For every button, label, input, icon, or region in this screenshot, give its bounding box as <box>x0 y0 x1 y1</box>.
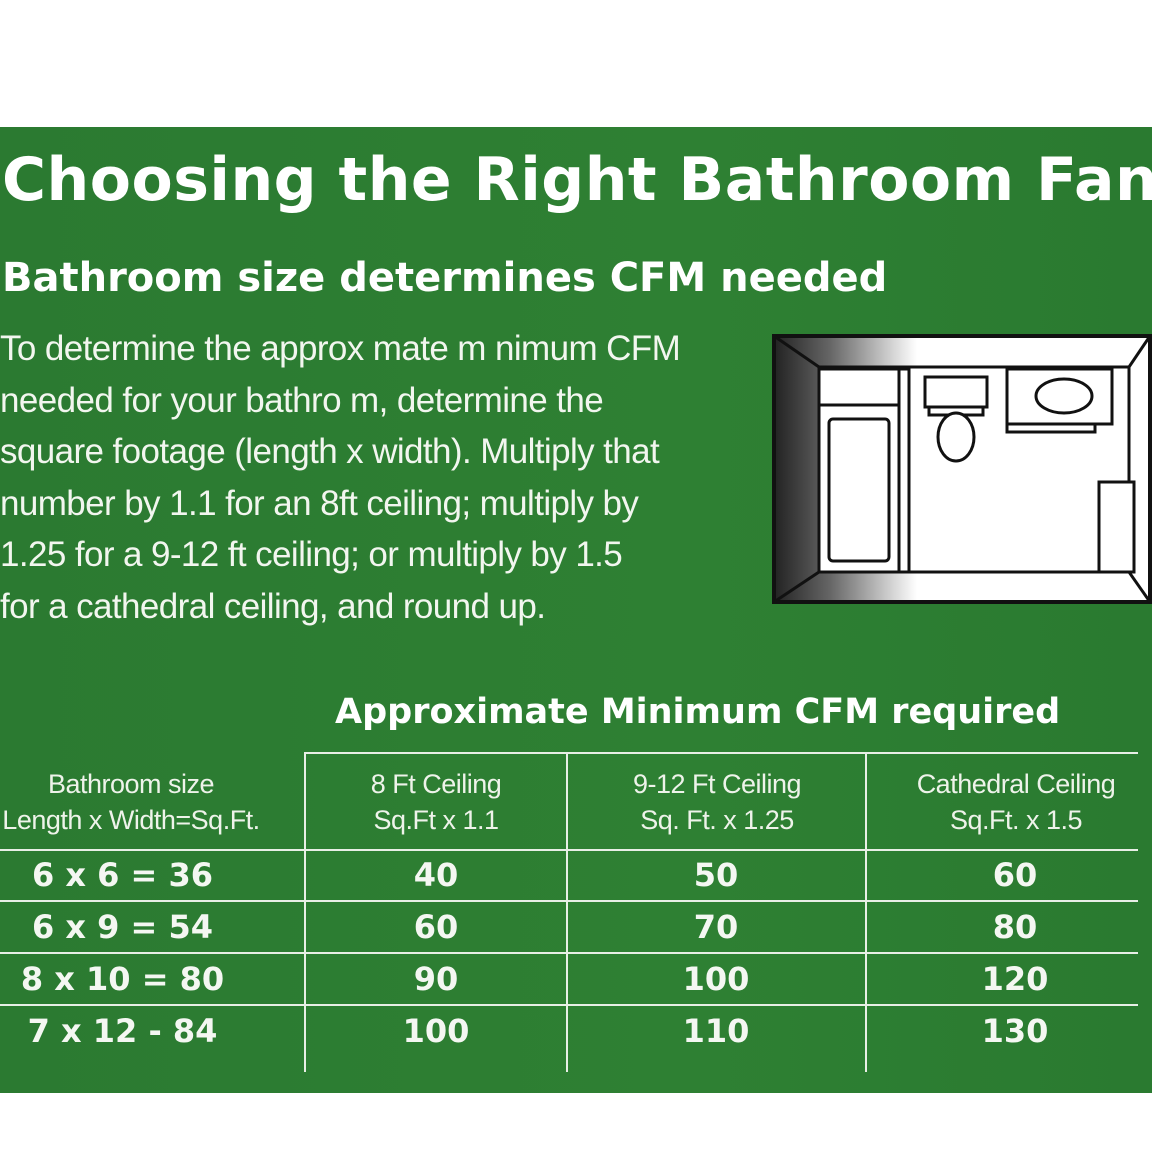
paragraph-line: number by 1.1 for an 8ft ceiling; multip… <box>0 483 639 523</box>
header-line: 9-12 Ft Ceiling <box>632 769 802 799</box>
header-line: Sq. Ft. x 1.25 <box>640 805 794 835</box>
table-cell: 130 <box>981 1012 1049 1050</box>
subtitle: Bathroom size determines CFM needed <box>2 255 888 301</box>
table-title: Approximate Minimum CFM required <box>335 692 1061 732</box>
table-divider <box>0 900 1138 902</box>
table-cell: 7 x 12 - 84 <box>27 1012 218 1050</box>
table-divider <box>0 849 1138 851</box>
page-title: Choosing the Right Bathroom Fan <box>2 145 1152 215</box>
table-divider <box>0 952 1138 954</box>
table-cell: 8 x 10 = 80 <box>20 960 225 998</box>
table-cell: 110 <box>682 1012 750 1050</box>
header-8ft: 8 Ft Ceiling Sq.Ft x 1.1 <box>305 766 567 838</box>
paragraph-line: for a cathedral ceiling, and round up. <box>0 586 546 626</box>
paragraph-line: 1.25 for a 9-12 ft ceiling; or multiply … <box>0 535 623 574</box>
bathroom-floor-plan-illustration <box>772 334 1152 604</box>
table-cell: 60 <box>413 908 459 946</box>
paragraph-line: To determine the approx mate m nimum CFM <box>0 329 681 368</box>
table-divider <box>305 752 1138 754</box>
header-cathedral: Cathedral Ceiling Sq.Ft. x 1.5 <box>866 766 1152 838</box>
table-cell: 100 <box>682 960 750 998</box>
table-cell: 60 <box>992 856 1038 894</box>
header-line: Cathedral Ceiling <box>916 769 1116 799</box>
header-line: 8 Ft Ceiling <box>370 769 502 799</box>
infographic-panel: Choosing the Right Bathroom Fan Bathroom… <box>0 127 1152 1093</box>
header-line: Length x Width=Sq.Ft. <box>2 805 260 835</box>
paragraph-line: needed for your bathro m, determine the <box>0 380 604 420</box>
table-cell: 70 <box>693 908 739 946</box>
table-cell: 100 <box>402 1012 470 1050</box>
table-divider <box>0 1004 1138 1006</box>
table-cell: 50 <box>693 856 739 894</box>
header-9-12ft: 9-12 Ft Ceiling Sq. Ft. x 1.25 <box>567 766 867 838</box>
table-cell: 80 <box>992 908 1038 946</box>
header-bathroom-size: Bathroom size Length x Width=Sq.Ft. <box>0 766 262 838</box>
table-cell: 40 <box>413 856 459 894</box>
table-divider <box>865 752 867 1072</box>
table-cell: 6 x 6 = 36 <box>31 856 214 894</box>
header-line: Sq.Ft. x 1.5 <box>949 805 1083 835</box>
table-divider <box>566 752 568 1072</box>
paragraph-line: square footage (length x width). Multipl… <box>0 432 660 471</box>
instructions-paragraph: To determine the approx mate m nimum CFM… <box>0 323 760 632</box>
table-cell: 6 x 9 = 54 <box>31 908 214 946</box>
header-line: Sq.Ft x 1.1 <box>373 805 499 835</box>
table-divider <box>304 752 306 1072</box>
table-cell: 90 <box>413 960 459 998</box>
table-cell: 120 <box>981 960 1049 998</box>
header-line: Bathroom size <box>47 769 215 799</box>
